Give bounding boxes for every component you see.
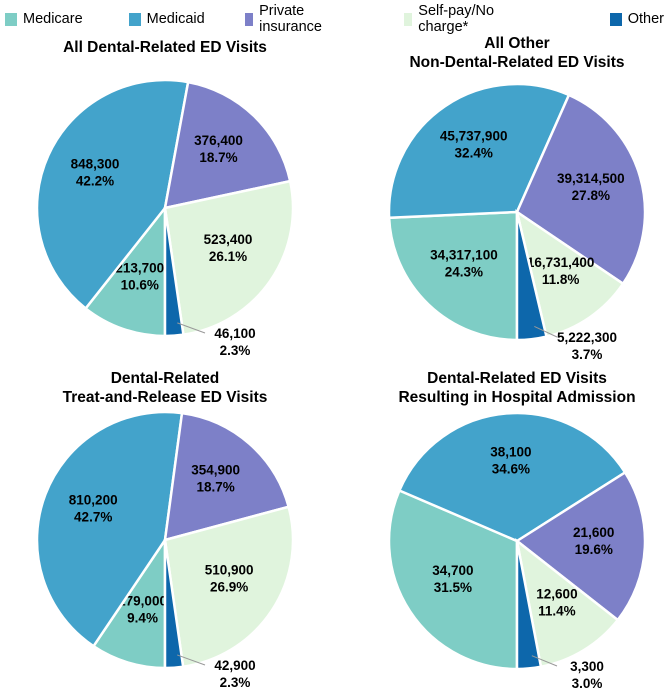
data-label-value: 523,400 xyxy=(204,232,253,247)
leader-line xyxy=(531,655,558,667)
data-label-percent: 11.4% xyxy=(538,604,576,619)
data-label-percent: 26.9% xyxy=(210,579,248,594)
legend-swatch xyxy=(609,12,622,26)
data-label-value: 46,100 xyxy=(214,326,255,341)
data-label-percent: 11.8% xyxy=(542,272,580,287)
pie-slice-medicare xyxy=(83,204,167,338)
data-label-value: 38,100 xyxy=(490,444,531,459)
legend-item: Other xyxy=(609,3,664,35)
legend-item: Medicare xyxy=(5,3,83,35)
data-label-percent: 42.2% xyxy=(76,173,114,188)
data-label-value: 848,300 xyxy=(71,156,120,171)
legend-item: Medicaid xyxy=(128,3,205,35)
pie-slice-self-pay-no-charge- xyxy=(163,179,295,337)
pie-slice-private-insurance xyxy=(163,411,291,542)
data-label-value: 810,200 xyxy=(69,493,118,508)
data-label-percent: 32.4% xyxy=(455,146,493,161)
data-label-value: 179,000 xyxy=(118,593,167,608)
data-label-value: 39,314,500 xyxy=(557,171,625,186)
pie-slice-other xyxy=(163,539,185,670)
pie-slice-other xyxy=(515,540,543,671)
legend-label: Private insurance xyxy=(259,3,322,35)
data-label-percent: 24.3% xyxy=(445,265,483,280)
legend-swatch xyxy=(128,12,141,26)
pie-slice-medicare xyxy=(387,488,519,671)
data-label-percent: 31.5% xyxy=(434,580,472,595)
legend-swatch xyxy=(403,12,413,26)
data-label-percent: 42.7% xyxy=(74,510,112,525)
pie-slice-medicaid xyxy=(35,410,184,648)
data-label-value: 376,400 xyxy=(194,133,243,148)
data-label-percent: 3.7% xyxy=(572,347,603,362)
pie-slice-other xyxy=(515,211,548,342)
legend-label: Other xyxy=(627,11,664,27)
legend-item: Private insurance xyxy=(244,3,338,35)
data-label-value: 42,900 xyxy=(214,658,255,673)
pie-slice-medicaid xyxy=(387,82,571,220)
data-label-value: 12,600 xyxy=(536,587,577,602)
data-label-value: 213,700 xyxy=(115,261,164,276)
data-label-percent: 27.8% xyxy=(572,188,610,203)
pie-slice-self-pay-no-charge- xyxy=(163,505,295,669)
pie-title: All Dental-Related ED Visits xyxy=(63,39,267,56)
legend: Medicare Medicaid Private insurance Self-pa… xyxy=(5,3,664,35)
data-label-percent: 34.6% xyxy=(492,461,530,476)
data-label-percent: 3.0% xyxy=(572,676,603,691)
pie-slice-medicare xyxy=(91,535,167,670)
data-label-percent: 19.6% xyxy=(575,542,613,557)
pie-slice-private-insurance xyxy=(514,470,647,622)
data-label-value: 21,600 xyxy=(573,525,614,540)
pie-slice-medicaid xyxy=(397,411,627,543)
data-label-percent: 10.6% xyxy=(121,278,159,293)
pie-slice-self-pay-no-charge- xyxy=(515,209,625,339)
pie-slice-private-insurance xyxy=(515,93,647,286)
legend-label: Medicare xyxy=(23,11,83,27)
data-label-percent: 18.7% xyxy=(197,479,235,494)
legend-swatch xyxy=(5,12,17,26)
data-label-percent: 2.3% xyxy=(220,343,251,358)
data-label-percent: 2.3% xyxy=(220,675,251,690)
pie-slice-private-insurance xyxy=(163,80,292,210)
data-label-value: 354,900 xyxy=(191,462,240,477)
pie-slice-other xyxy=(163,207,185,338)
data-label-percent: 9.4% xyxy=(127,610,158,625)
legend-label: Self-pay/No charge* xyxy=(418,3,495,35)
legend-swatch xyxy=(244,12,254,26)
data-label-percent: 18.7% xyxy=(199,150,237,165)
leader-line xyxy=(534,325,558,338)
pie-slice-medicare xyxy=(387,210,519,342)
data-label-value: 16,731,400 xyxy=(527,255,595,270)
pie-slice-medicaid xyxy=(35,78,190,311)
data-label-value: 510,900 xyxy=(205,562,254,577)
leader-line xyxy=(177,654,206,666)
data-label-value: 45,737,900 xyxy=(440,129,508,144)
pie-title: Dental-Related ED Visits Resulting in Hos… xyxy=(398,370,636,406)
data-label-value: 3,300 xyxy=(570,659,604,674)
pie-title: All Other Non-Dental-Related ED Visits xyxy=(409,35,625,71)
pie-title: Dental-Related Treat-and-Release ED Visit… xyxy=(62,370,268,406)
pie-slice-self-pay-no-charge- xyxy=(515,537,620,669)
leader-line xyxy=(177,322,206,334)
data-label-value: 34,317,100 xyxy=(430,248,498,263)
legend-label: Medicaid xyxy=(146,11,205,27)
data-label-value: 34,700 xyxy=(432,563,473,578)
legend-item: Self-pay/No charge* xyxy=(403,3,510,35)
data-label-value: 5,222,300 xyxy=(557,330,617,345)
data-label-percent: 26.1% xyxy=(209,249,247,264)
